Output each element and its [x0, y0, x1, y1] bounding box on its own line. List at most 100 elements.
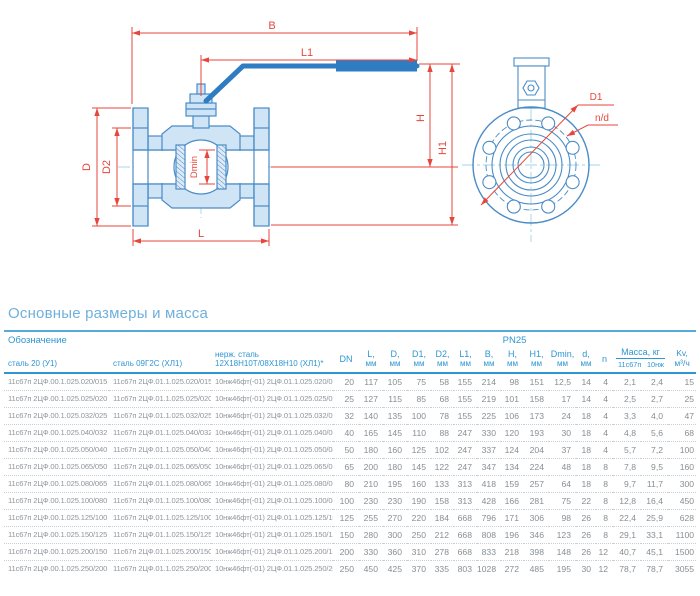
value-cell: 4 [603, 410, 608, 421]
value-cell: 272 [504, 563, 519, 574]
designation-cell: 10нж46фт(-01) 2ЦФ.01.1.025.200/150 [215, 547, 333, 556]
side-view-dimensions: B L1 H H1 D D2 [81, 20, 460, 246]
value-cell: 337 [481, 444, 496, 455]
value-cell: 37 [561, 444, 571, 455]
value-cell: 7,2 [651, 444, 663, 455]
value-cell: 360 [387, 546, 402, 557]
value-cell: 117 [364, 376, 378, 387]
value-cell: 150 [339, 529, 354, 540]
value-cell: 225 [481, 410, 496, 421]
seat-right [216, 144, 227, 190]
column-header-dim-unit: мм [483, 359, 495, 369]
table-row: 11с67п 2ЦФ.00.1.025.125/100 11с67п 2ЦФ.01… [4, 509, 697, 526]
value-cell: 173 [529, 410, 544, 421]
table-title: Основные размеры и масса [8, 305, 209, 322]
value-cell: 5,7 [624, 444, 636, 455]
value-cell: 212 [434, 529, 449, 540]
value-cell: 20 [344, 376, 354, 387]
value-cell: 9,5 [651, 461, 663, 472]
value-cell: 78,7 [646, 563, 663, 574]
value-cell: 196 [504, 529, 519, 540]
value-cell: 15 [684, 376, 695, 387]
designation-cell: 10нж46фт(-01) 2ЦФ.01.1.025.100/080 [215, 496, 333, 505]
value-cell: 75 [561, 495, 571, 506]
column-header-dim: d, мм [576, 347, 596, 373]
value-cell: 214 [481, 376, 496, 387]
value-cell: 125 [339, 512, 354, 523]
dimensions-table-section: Основные размеры и масса Обозначение PN25… [0, 300, 700, 596]
designation-cell: 11с67п 2ЦФ.00.1.025.125/100 [8, 513, 108, 522]
value-cell: 210 [363, 478, 378, 489]
value-cell: 159 [504, 478, 519, 489]
column-header-mass: Масса, кг 11с67п 10нж [613, 347, 668, 373]
value-cell: 145 [387, 427, 402, 438]
value-cell: 270 [387, 512, 402, 523]
designation-cell: 11с67п 2ЦФ.01.1.025.250/200 [113, 564, 211, 574]
dim-label-h: H [415, 114, 427, 122]
value-cell: 40,7 [619, 546, 636, 557]
dim-label-d: D [81, 163, 93, 171]
designation-cell: 11с67п 2ЦФ.01.1.025.020/015 [113, 377, 211, 387]
value-cell: 230 [363, 495, 378, 506]
value-cell: 110 [412, 427, 426, 438]
value-cell: 257 [529, 478, 544, 489]
value-cell: 100 [411, 410, 426, 421]
value-cell: 313 [457, 495, 472, 506]
value-cell: 78 [439, 410, 449, 421]
value-cell: 64 [561, 478, 571, 489]
dim-label-l1: L1 [301, 47, 313, 59]
value-cell: 30 [581, 563, 591, 574]
value-cell: 33,1 [646, 529, 663, 540]
value-cell: 14 [581, 393, 591, 404]
column-header-dim: Dmin, мм [549, 347, 576, 373]
designation-cell: 11с67п 2ЦФ.00.1.025.250/200 [8, 564, 108, 574]
value-cell: 428 [481, 495, 496, 506]
value-cell: 148 [556, 546, 571, 557]
column-header-dim: H1, мм [524, 347, 549, 373]
dim-label-dmin: Dmin [189, 156, 200, 178]
value-cell: 4,8 [624, 427, 636, 438]
designation-cell: 11с67п 2ЦФ.00.1.025.050/040 [8, 445, 108, 454]
value-cell: 300 [387, 529, 402, 540]
column-header-dim-label: Dmin, [550, 349, 575, 360]
value-cell: 68 [439, 393, 449, 404]
value-cell: 165 [363, 427, 378, 438]
value-cell: 12,5 [554, 376, 571, 387]
column-header-dim-label: H, [508, 349, 517, 360]
value-cell: 300 [679, 478, 695, 489]
value-cell: 22,4 [619, 512, 636, 523]
left-flange [132, 107, 149, 151]
value-cell: 78,7 [619, 563, 636, 574]
value-cell: 4 [603, 376, 608, 387]
table-row: 11с67п 2ЦФ.00.1.025.025/020 11с67п 2ЦФ.01… [4, 390, 697, 407]
dim-label-l: L [198, 228, 204, 240]
value-cell: 280 [363, 529, 378, 540]
value-cell: 219 [481, 393, 496, 404]
dim-label-d1: D1 [590, 92, 603, 103]
table-row: 11с67п 2ЦФ.00.1.025.050/040 11с67п 2ЦФ.01… [4, 441, 697, 458]
designation-cell: 11с67п 2ЦФ.01.1.025.200/150 [113, 547, 211, 556]
value-cell: 247 [457, 427, 472, 438]
value-cell: 668 [457, 546, 472, 557]
value-cell: 155 [457, 393, 472, 404]
designation-cell: 11с67п 2ЦФ.00.1.025.150/125 [8, 530, 108, 539]
value-cell: 22 [581, 495, 591, 506]
value-cell: 224 [529, 461, 544, 472]
value-cell: 68 [684, 427, 695, 438]
designation-cell: 10нж46фт(-01) 2ЦФ.01.1.025.080/065 [215, 479, 333, 488]
value-cell: 281 [529, 495, 544, 506]
value-cell: 29,1 [619, 529, 636, 540]
value-cell: 1500 [674, 546, 695, 557]
dim-label-d2: D2 [101, 160, 113, 174]
dimension-d1-leader [480, 104, 579, 206]
value-cell: 668 [457, 529, 472, 540]
mass-subcolumn-label: 11с67п [618, 360, 642, 369]
column-header-dim: D1, мм [407, 347, 431, 373]
value-cell: 8 [603, 478, 608, 489]
value-cell: 18 [581, 427, 591, 438]
value-cell: 105 [387, 376, 402, 387]
designation-cell: 11с67п 2ЦФ.01.1.025.025/020 [113, 394, 211, 403]
value-cell: 145 [411, 461, 426, 472]
table-row: 11с67п 2ЦФ.00.1.025.065/050 11с67п 2ЦФ.01… [4, 458, 697, 475]
designation-cell: 10нж46фт(-01) 2ЦФ.01.1.025.250/200 [215, 564, 333, 574]
